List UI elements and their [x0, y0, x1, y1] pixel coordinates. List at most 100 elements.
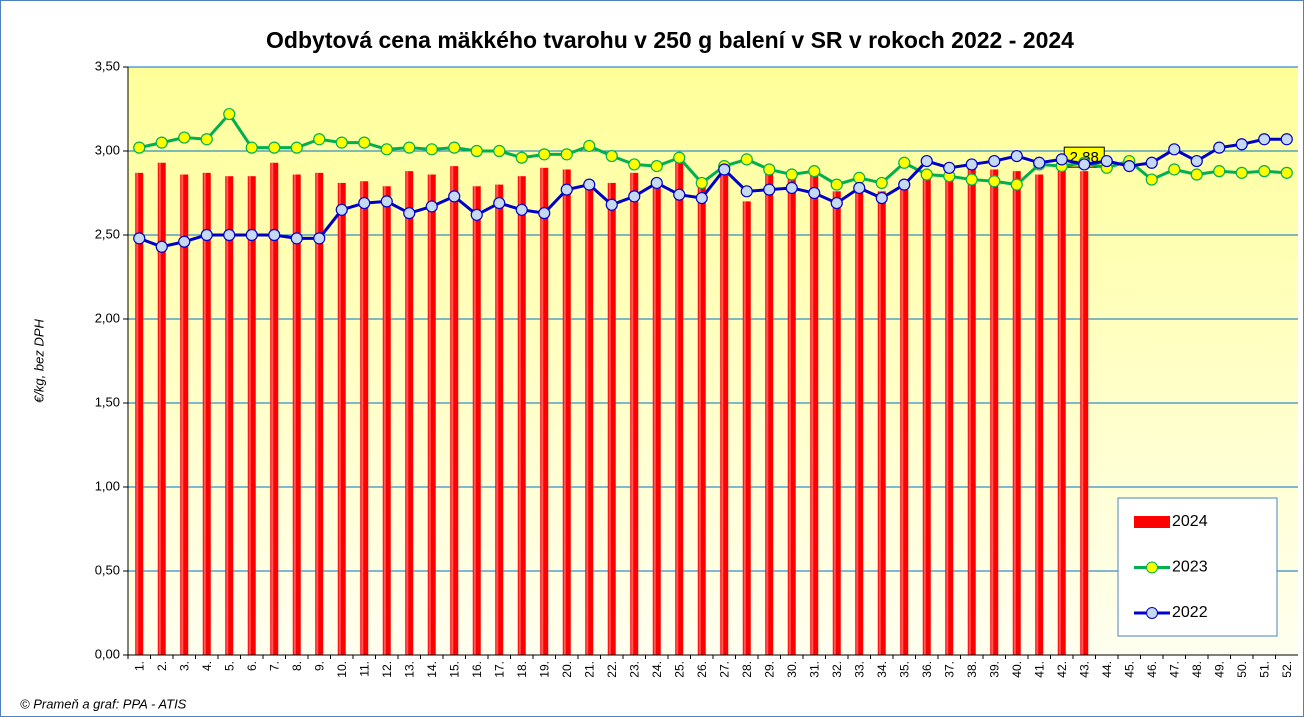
bar-highlight	[293, 174, 296, 655]
x-tick-label: 22.	[605, 661, 619, 678]
bar	[315, 172, 324, 655]
marker	[223, 107, 236, 121]
bar	[180, 174, 189, 655]
bar-highlight	[833, 191, 836, 655]
bar	[450, 166, 459, 655]
x-tick-label: 40.	[1010, 661, 1024, 678]
marker	[358, 196, 371, 210]
marker	[943, 161, 956, 174]
bar	[382, 186, 391, 655]
legend-label: 2022	[1172, 604, 1208, 621]
marker	[1235, 166, 1248, 179]
marker	[470, 144, 483, 158]
y-tick-label: 3,00	[95, 142, 120, 157]
marker	[605, 149, 618, 163]
bar-highlight	[946, 176, 949, 655]
bar	[157, 162, 166, 655]
legend-marker	[1146, 561, 1158, 574]
marker	[898, 178, 911, 191]
marker	[988, 154, 1001, 168]
bar	[990, 169, 999, 656]
marker	[1055, 153, 1068, 166]
bar	[900, 184, 909, 655]
marker	[718, 163, 731, 176]
bar	[810, 172, 819, 655]
x-tick-label: 19.	[537, 661, 551, 678]
bar-highlight	[1013, 171, 1016, 655]
bar-highlight	[518, 176, 521, 655]
marker	[1100, 154, 1113, 168]
marker	[988, 175, 1001, 188]
bar	[202, 172, 211, 655]
bar	[562, 169, 571, 656]
marker	[1123, 160, 1136, 173]
bar	[135, 172, 144, 655]
bar-highlight	[383, 186, 386, 655]
bar-highlight	[721, 167, 724, 656]
bar-highlight	[1081, 171, 1084, 655]
y-tick-label: 2,50	[95, 226, 120, 241]
bar-highlight	[496, 184, 499, 655]
x-tick-label: 5.	[222, 661, 236, 671]
bar-highlight	[1036, 174, 1039, 655]
marker	[673, 151, 686, 164]
bar-highlight	[563, 169, 566, 656]
marker	[403, 207, 416, 220]
marker	[178, 131, 191, 144]
marker	[875, 176, 888, 190]
bar-highlight	[653, 184, 656, 655]
marker	[155, 240, 168, 253]
marker	[1235, 138, 1248, 151]
bar	[1035, 174, 1044, 655]
bar	[1057, 167, 1066, 656]
marker	[650, 160, 663, 173]
marker	[1010, 149, 1023, 163]
x-tick-label: 24.	[650, 661, 664, 678]
marker	[268, 228, 281, 242]
y-tick-label: 2,00	[95, 310, 120, 325]
x-tick-label: 17.	[492, 661, 506, 678]
bar-highlight	[406, 171, 409, 655]
legend-swatch	[1134, 516, 1170, 528]
marker	[223, 228, 236, 242]
x-tick-label: 42.	[1055, 661, 1069, 678]
marker	[740, 185, 753, 198]
marker	[830, 178, 843, 191]
bar	[967, 167, 976, 656]
x-tick-label: 14.	[425, 661, 439, 678]
x-tick-label: 34.	[875, 661, 889, 678]
x-tick-label: 6.	[245, 661, 259, 671]
x-tick-label: 13.	[402, 661, 416, 678]
marker	[1010, 178, 1023, 191]
marker	[245, 141, 258, 154]
x-tick-label: 23.	[627, 661, 641, 678]
marker	[628, 190, 641, 203]
bar	[517, 176, 526, 655]
bar	[652, 184, 661, 655]
bar-highlight	[271, 162, 274, 655]
x-tick-label: 29.	[762, 661, 776, 678]
bar	[540, 167, 549, 656]
marker	[200, 133, 213, 146]
chart-title: Odbytová cena mäkkého tvarohu v 250 g ba…	[266, 27, 1074, 53]
marker	[965, 158, 978, 171]
y-tick-label: 3,50	[95, 58, 120, 73]
marker	[920, 168, 933, 181]
marker	[1078, 158, 1091, 171]
marker	[785, 181, 798, 195]
bar	[697, 184, 706, 655]
marker	[313, 232, 326, 245]
x-tick-label: 16.	[470, 661, 484, 678]
marker	[245, 228, 258, 242]
marker	[695, 191, 708, 205]
marker	[358, 136, 371, 149]
x-tick-label: 25.	[672, 661, 686, 678]
x-tick-label: 35.	[897, 661, 911, 678]
marker	[268, 141, 281, 154]
bar	[270, 162, 279, 655]
marker	[920, 154, 933, 168]
y-tick-label: 1,00	[95, 478, 120, 493]
marker	[155, 136, 168, 149]
bar	[405, 171, 414, 655]
